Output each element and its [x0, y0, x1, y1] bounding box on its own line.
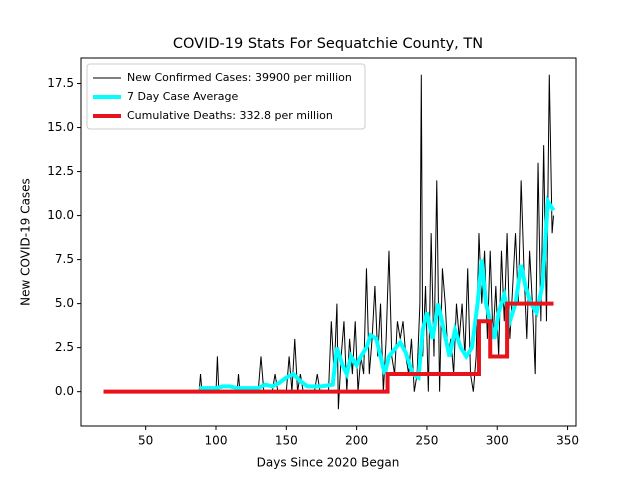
- x-tick-label: 250: [415, 434, 438, 448]
- x-tick-label: 150: [275, 434, 298, 448]
- y-axis-label: New COVID-19 Cases: [19, 178, 33, 306]
- x-axis-label: Days Since 2020 Began: [257, 456, 400, 470]
- legend-box: [86, 63, 366, 130]
- x-tick-label: 100: [205, 434, 228, 448]
- y-tick-label: 12.5: [47, 164, 74, 178]
- legend-label: New Confirmed Cases: 39900 per million: [127, 71, 352, 84]
- legend-label: Cumulative Deaths: 332.8 per million: [127, 109, 333, 122]
- x-tick-label: 50: [138, 434, 153, 448]
- y-tick-label: 15.0: [47, 120, 74, 134]
- y-tick-label: 10.0: [47, 208, 74, 222]
- series-line: [103, 301, 554, 394]
- x-tick-label: 200: [345, 434, 368, 448]
- y-tick-label: 7.5: [55, 252, 74, 266]
- y-tick-label: 17.5: [47, 76, 74, 90]
- x-tick-label: 350: [556, 434, 579, 448]
- series-line: [199, 195, 556, 391]
- y-tick-label: 0.0: [55, 384, 74, 398]
- x-tick-label: 300: [486, 434, 509, 448]
- y-tick-label: 5.0: [55, 296, 74, 310]
- y-tick-label: 2.5: [55, 340, 74, 354]
- plot-frame: [80, 57, 577, 427]
- legend-label: 7 Day Case Average: [127, 90, 239, 103]
- chart-title: COVID-19 Stats For Sequatchie County, TN: [173, 36, 483, 52]
